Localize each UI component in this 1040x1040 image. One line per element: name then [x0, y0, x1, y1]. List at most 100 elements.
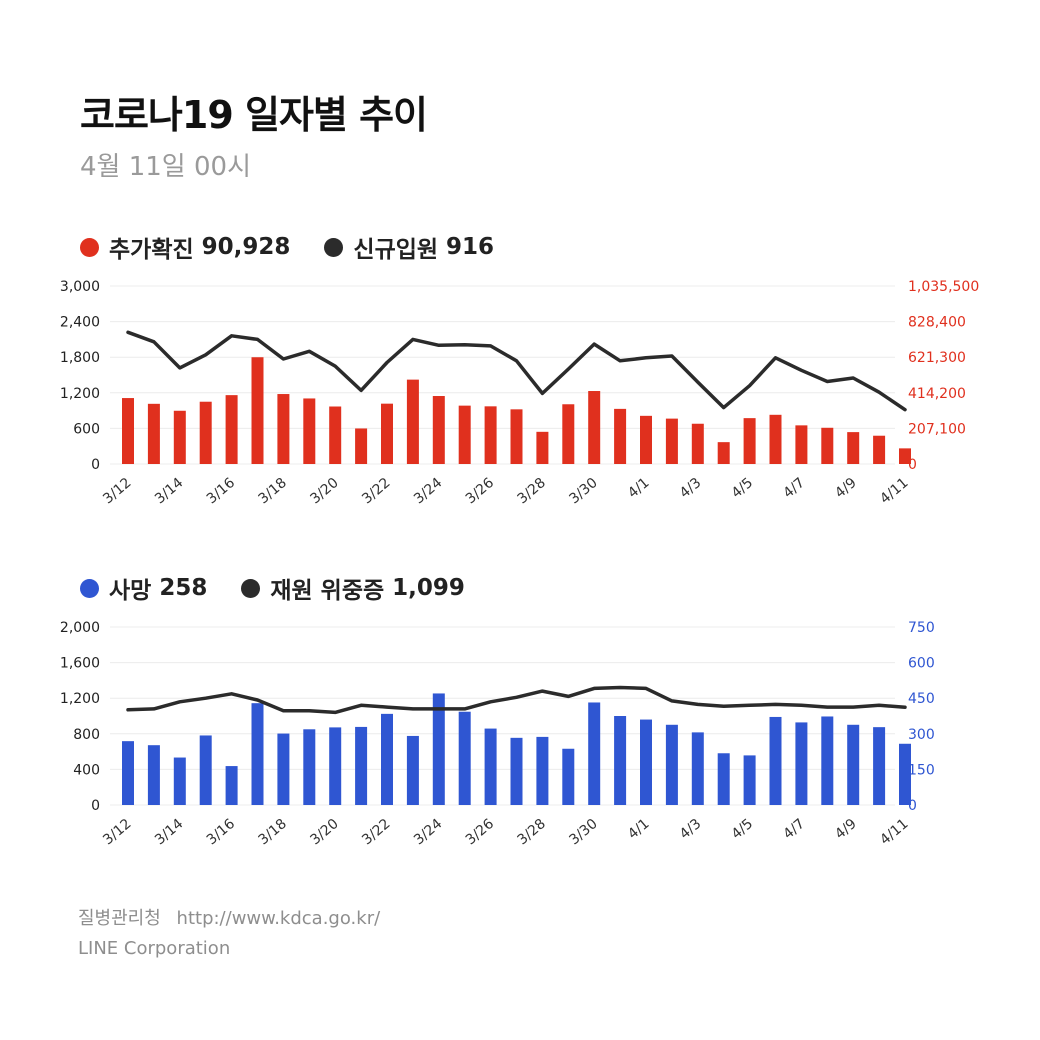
legend-item-deaths: 사망 258: [80, 571, 207, 605]
bar: [614, 408, 627, 464]
x-tick-label: 3/18: [256, 816, 290, 848]
x-tick-label: 3/26: [463, 816, 497, 849]
bar: [743, 418, 756, 464]
y-left-tick-label: 2,400: [60, 315, 100, 331]
legend-item-admissions: 신규입원 916: [324, 230, 494, 264]
x-tick-label: 3/30: [566, 816, 600, 848]
black-dot-icon: [241, 578, 261, 598]
blue-dot-icon: [80, 578, 99, 598]
bar: [899, 743, 911, 805]
y-left-tick-label: 1,200: [60, 386, 100, 402]
y-left-tick-label: 0: [91, 798, 100, 814]
x-tick-label: 4/7: [780, 816, 808, 843]
legend-bottom: 사망 258 재원 위중증 1,099: [80, 571, 499, 605]
bar: [588, 391, 601, 464]
bar: [588, 702, 601, 805]
bar: [562, 404, 575, 464]
y-right-tick-label: 1,035,500: [908, 279, 979, 295]
bar: [406, 735, 419, 805]
bar: [122, 741, 134, 805]
x-tick-label: 4/9: [832, 475, 860, 502]
bar: [795, 722, 808, 805]
x-tick-label: 4/3: [677, 816, 705, 843]
x-tick-label: 3/26: [463, 475, 497, 508]
y-right-tick-label: 750: [908, 620, 935, 636]
bar: [769, 414, 782, 464]
bar: [510, 737, 523, 805]
bar: [225, 395, 238, 464]
y-left-tick-label: 1,600: [60, 656, 100, 672]
x-tick-label: 3/22: [359, 816, 393, 848]
source-agency: 질병관리청: [78, 908, 161, 929]
bar: [665, 724, 678, 805]
y-right-tick-label: 828,400: [908, 315, 966, 331]
x-tick-label: 3/30: [566, 475, 600, 507]
red-dot-icon: [80, 237, 99, 257]
bar: [614, 716, 627, 805]
x-tick-label: 4/3: [677, 475, 705, 502]
black-dot-icon: [324, 237, 344, 257]
bar: [510, 409, 523, 464]
date-subtitle: 4월 11일 00시: [80, 152, 251, 182]
bar: [821, 716, 834, 805]
x-tick-label: 3/14: [152, 475, 186, 508]
bar: [303, 729, 316, 805]
bar: [484, 406, 497, 464]
x-tick-label: 4/7: [780, 475, 808, 502]
x-tick-label: 3/12: [100, 816, 134, 848]
x-tick-label: 3/18: [256, 475, 290, 507]
bar: [173, 757, 186, 805]
legend-item-critical: 재원 위중증 1,099: [241, 571, 465, 605]
y-left-tick-label: 1,800: [60, 350, 100, 366]
legend-label: 추가확진: [109, 237, 194, 263]
legend-value: 258: [159, 575, 208, 601]
bar: [691, 423, 704, 464]
bar: [743, 755, 756, 805]
y-right-tick-label: 0: [908, 457, 917, 473]
x-tick-label: 4/5: [729, 475, 757, 502]
bar: [665, 418, 678, 464]
chart-deaths-critical: 0 400 800 1,200 1,600 2,000 0 150 300 450 600 750 3/…: [60, 620, 935, 849]
bar: [329, 406, 342, 464]
bar: [173, 410, 186, 464]
bar: [899, 448, 911, 464]
x-tick-label: 3/12: [100, 475, 134, 507]
bar: [355, 726, 368, 805]
bar: [251, 703, 264, 805]
bar: [381, 713, 393, 805]
y-right-tick-label: 450: [908, 691, 935, 707]
bar: [795, 425, 808, 464]
bar: [199, 735, 212, 805]
legend-label: 사망: [109, 578, 152, 604]
bar: [225, 766, 238, 805]
y-right-tick-label: 0: [908, 798, 917, 814]
bar: [847, 432, 860, 464]
bar: [277, 733, 290, 805]
y-left-tick-label: 3,000: [60, 279, 100, 295]
bar: [562, 748, 575, 805]
legend-value: 90,928: [201, 234, 291, 260]
series-line: [126, 685, 907, 715]
x-tick-label: 4/11: [877, 475, 911, 507]
bar: [821, 427, 834, 464]
bar: [458, 405, 471, 464]
bar: [122, 398, 134, 464]
bar: [199, 401, 212, 464]
bar: [381, 403, 393, 464]
bar: [432, 396, 445, 464]
x-tick-label: 3/20: [307, 475, 341, 507]
x-tick-label: 4/1: [625, 475, 653, 502]
y-left-tick-label: 400: [73, 762, 100, 778]
source-url[interactable]: http://www.kdca.go.kr/: [176, 908, 381, 929]
y-left-tick-label: 800: [73, 727, 100, 743]
bar: [640, 719, 652, 805]
chart-confirmed-admissions: 0 600 1,200 1,800 2,400 3,000 0 207,100 414,200 6…: [60, 279, 979, 508]
bar: [769, 716, 782, 805]
x-tick-label: 3/16: [204, 816, 238, 849]
bar: [873, 727, 886, 805]
bar: [536, 736, 549, 805]
bar: [329, 727, 342, 805]
bar: [717, 442, 730, 464]
legend-item-confirmed: 추가확진 90,928: [80, 230, 290, 264]
